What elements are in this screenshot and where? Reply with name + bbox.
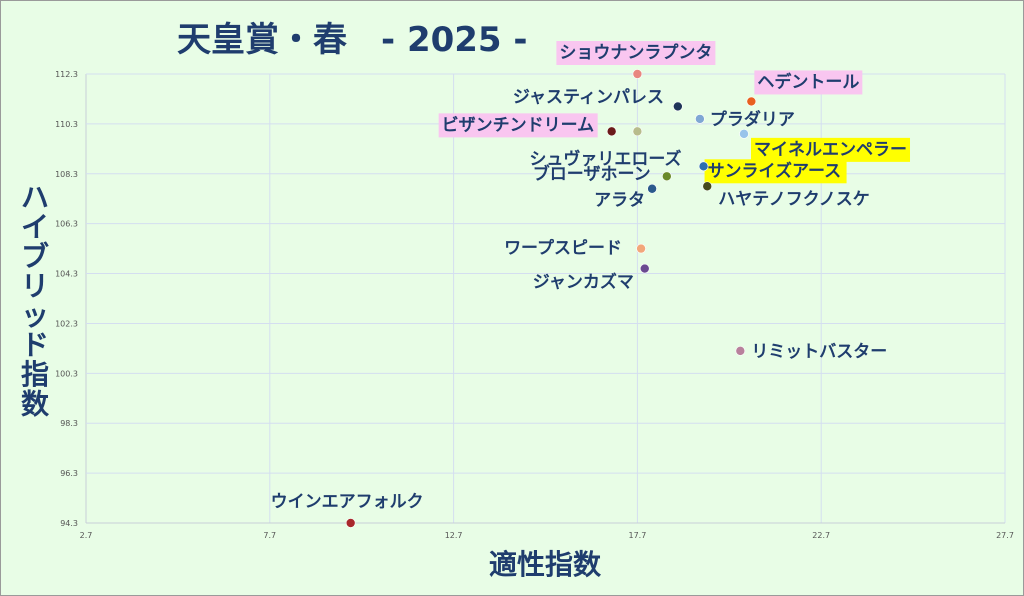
chart-title: 天皇賞・春 - 2025 - bbox=[177, 20, 528, 60]
grid bbox=[85, 73, 1006, 524]
data-point[interactable] bbox=[606, 126, 617, 137]
point-label: ジャスティンパレス bbox=[513, 87, 664, 107]
y-tick-label: 106.3 bbox=[55, 220, 78, 229]
y-tick-label: 98.3 bbox=[60, 419, 78, 428]
data-point[interactable] bbox=[746, 96, 757, 107]
data-point[interactable] bbox=[739, 129, 749, 139]
data-point[interactable] bbox=[639, 263, 650, 274]
point-label: ビザンチンドリーム bbox=[442, 115, 594, 135]
data-point[interactable] bbox=[702, 181, 713, 192]
point-label: サンライズアース bbox=[708, 160, 842, 181]
point-label: プラダリア bbox=[710, 109, 795, 130]
label-highlight bbox=[751, 137, 911, 162]
x-tick-label: 12.7 bbox=[445, 531, 463, 540]
point-label: シュヴァリエローズ bbox=[529, 148, 681, 169]
y-tick-label: 108.3 bbox=[55, 170, 78, 179]
point-label: ジャンカズマ bbox=[533, 272, 634, 293]
data-point[interactable] bbox=[647, 183, 657, 194]
data-point[interactable] bbox=[636, 243, 646, 254]
x-tick-label: 2.7 bbox=[80, 531, 93, 540]
y-tick-label: 104.3 bbox=[55, 270, 78, 279]
data-point[interactable] bbox=[632, 69, 643, 79]
label-highlight bbox=[754, 70, 863, 95]
y-tick-label: 96.3 bbox=[60, 469, 78, 478]
point-label: アラタ bbox=[594, 191, 645, 211]
data-point[interactable] bbox=[345, 518, 356, 528]
y-axis-title: ハイブリッド指数 bbox=[21, 181, 50, 421]
point-label: マイネルエンペラー bbox=[754, 140, 907, 160]
x-tick-label: 17.7 bbox=[628, 531, 646, 540]
point-label: ワープスピード bbox=[504, 238, 622, 259]
label-highlight bbox=[556, 41, 716, 65]
y-tick-label: 94.3 bbox=[60, 519, 78, 528]
data-point[interactable] bbox=[695, 114, 705, 124]
point-label: ウインエアフォルク bbox=[271, 492, 424, 512]
point-label: ヘデントール bbox=[757, 71, 859, 92]
label-highlight bbox=[438, 113, 598, 138]
y-tick-label: 110.3 bbox=[55, 120, 78, 129]
tick-labels: 2.7 7.7 12.7 17.7 22.7 27.7 112.3 110.3 108.3 106… bbox=[55, 70, 1014, 540]
data-point[interactable] bbox=[698, 161, 709, 172]
data-point[interactable] bbox=[662, 171, 672, 182]
y-tick-label: 100.3 bbox=[55, 369, 78, 378]
x-tick-label: 27.7 bbox=[996, 531, 1014, 540]
data-point[interactable] bbox=[673, 101, 683, 112]
label-highlight bbox=[704, 159, 847, 184]
point-label: リミットバスター bbox=[751, 342, 887, 362]
x-tick-label: 7.7 bbox=[263, 531, 276, 540]
data-point[interactable] bbox=[735, 346, 746, 356]
point-label: ブローザホーン bbox=[533, 163, 651, 184]
point-label: ハヤテノフクノスケ bbox=[718, 189, 869, 209]
point-label: ショウナンラプンタ bbox=[559, 42, 712, 63]
data-points bbox=[345, 69, 757, 528]
x-axis-title: 適性指数 bbox=[489, 548, 602, 581]
y-tick-label: 102.3 bbox=[55, 319, 78, 328]
data-point[interactable] bbox=[632, 126, 643, 137]
x-tick-label: 22.7 bbox=[812, 531, 830, 540]
y-tick-label: 112.3 bbox=[55, 70, 78, 79]
